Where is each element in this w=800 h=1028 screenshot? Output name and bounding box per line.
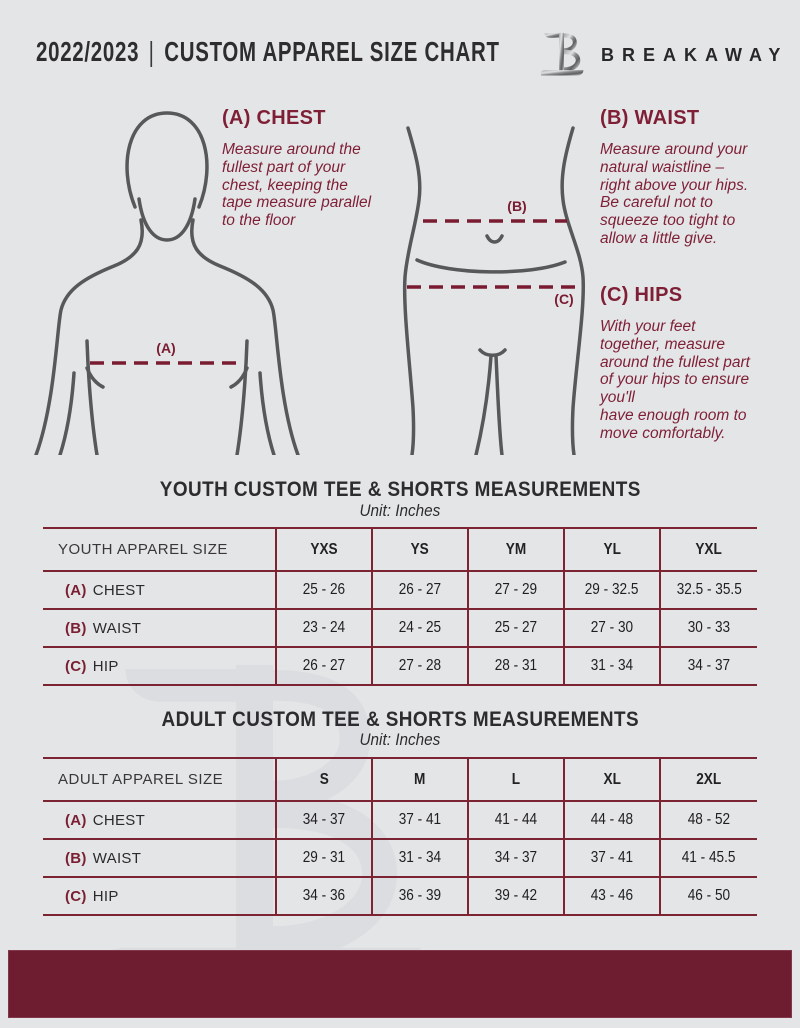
youth-chest-row: (A) CHEST 25 - 26 26 - 27 27 - 29 29 - 32… [43,571,757,609]
hips-guide-text: With your feet together, measure around … [600,318,750,442]
chest-guide-text: Measure around the fullest part of your … [222,141,372,230]
size-cell: 44 - 48 [563,801,660,839]
size-cell: 24 - 25 [371,609,468,647]
youth-table-unit: Unit: Inches [359,501,441,520]
adult-size-column-header: ADULT APPAREL SIZE [58,771,224,788]
size-cell: 41 - 44 [467,801,564,839]
size-cell: 41 - 45.5 [659,839,757,877]
size-cell: 31 - 34 [371,839,468,877]
column-header-ym: YM [467,528,564,571]
footer-accent-bar [8,950,792,1018]
size-cell: 29 - 32.5 [563,571,660,609]
row-label-hip: (C) HIP [65,657,119,675]
size-cell: 26 - 27 [275,647,372,685]
hips-marker-label: (C) [554,291,574,307]
youth-hip-row: (C) HIP 26 - 27 27 - 28 28 - 31 31 - 34 3… [43,647,757,685]
brand-name: BREAKAWAY [601,45,789,65]
column-header-yl: YL [563,528,660,571]
row-label-chest: (A) CHEST [65,581,146,599]
row-label-waist: (B) WAIST [65,849,142,867]
hips-guide: (C) HIPS With your feet together, measur… [600,284,790,443]
size-cell: 48 - 52 [659,801,757,839]
size-cell: 31 - 34 [563,647,660,685]
chest-guide-heading: (A) CHEST [222,107,326,129]
row-label-hip: (C) HIP [65,887,119,905]
adult-size-table: ADULT APPAREL SIZE S M L XL 2XL (A) CHEST… [43,757,757,916]
column-header-xl: XL [563,758,660,801]
waist-guide-heading: (B) WAIST [600,107,700,129]
size-cell: 39 - 42 [467,877,564,915]
size-cell: 29 - 31 [275,839,372,877]
youth-size-table: YOUTH APPAREL SIZE YXS YS YM YL YXL (A) C… [43,527,757,686]
waist-marker-label: (B) [507,198,527,214]
column-header-2xl: 2XL [659,758,757,801]
size-cell: 43 - 46 [563,877,660,915]
column-header-s: S [275,758,372,801]
size-cell: 25 - 26 [275,571,372,609]
size-cell: 27 - 28 [371,647,468,685]
size-cell: 34 - 37 [275,801,372,839]
masthead-title: CUSTOM APPAREL SIZE CHART [164,36,500,67]
breakaway-monogram-icon [537,26,591,84]
column-header-yxl: YXL [659,528,757,571]
size-cell: 32.5 - 35.5 [659,571,757,609]
youth-size-column-header: YOUTH APPAREL SIZE [58,541,228,558]
size-cell: 23 - 24 [275,609,372,647]
upper-body-figure [34,111,300,455]
column-header-yxs: YXS [275,528,372,571]
chest-guide: (A) CHEST Measure around the fullest par… [222,107,402,230]
size-cell: 28 - 31 [467,647,564,685]
youth-waist-row: (B) WAIST 23 - 24 24 - 25 25 - 27 27 - 30… [43,609,757,647]
size-cell: 46 - 50 [659,877,757,915]
size-cell: 37 - 41 [563,839,660,877]
adult-hip-row: (C) HIP 34 - 36 36 - 39 39 - 42 43 - 46 4… [43,877,757,915]
masthead: 2022/2023 | CUSTOM APPAREL SIZE CHART [36,36,671,68]
size-cell: 27 - 29 [467,571,564,609]
column-header-m: M [371,758,468,801]
row-label-chest: (A) CHEST [65,811,146,829]
size-cell: 26 - 27 [371,571,468,609]
size-cell: 34 - 37 [467,839,564,877]
size-cell: 36 - 39 [371,877,468,915]
size-cell: 27 - 30 [563,609,660,647]
youth-table-title: YOUTH CUSTOM TEE & SHORTS MEASUREMENTS [159,477,641,501]
adult-header-row: ADULT APPAREL SIZE S M L XL 2XL [43,758,757,801]
size-cell: 37 - 41 [371,801,468,839]
masthead-divider: | [148,36,155,67]
size-cell: 25 - 27 [467,609,564,647]
chest-marker-label: (A) [156,340,176,356]
waist-guide-text: Measure around your natural waistline – … [600,141,749,247]
hips-guide-heading: (C) HIPS [600,284,683,306]
row-label-waist: (B) WAIST [65,619,142,637]
lower-body-figure [402,126,586,455]
waist-guide: (B) WAIST Measure around your natural wa… [600,107,790,248]
size-cell: 34 - 37 [659,647,757,685]
adult-table-unit: Unit: Inches [359,730,441,749]
adult-table-title: ADULT CUSTOM TEE & SHORTS MEASUREMENTS [161,707,639,731]
youth-header-row: YOUTH APPAREL SIZE YXS YS YM YL YXL [43,528,757,571]
size-cell: 34 - 36 [275,877,372,915]
column-header-l: L [467,758,564,801]
column-header-ys: YS [371,528,468,571]
adult-chest-row: (A) CHEST 34 - 37 37 - 41 41 - 44 44 - 48… [43,801,757,839]
size-cell: 30 - 33 [659,609,757,647]
adult-waist-row: (B) WAIST 29 - 31 31 - 34 34 - 37 37 - 41… [43,839,757,877]
masthead-year: 2022/2023 [36,36,140,67]
